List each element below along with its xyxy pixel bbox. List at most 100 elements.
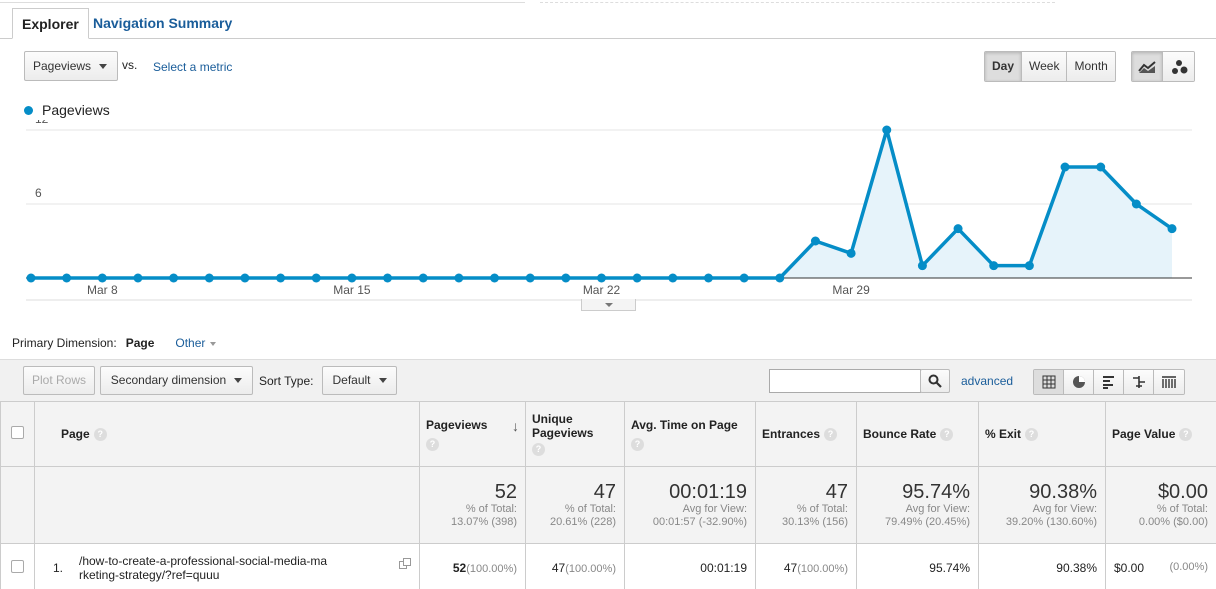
col-exit[interactable]: % Exit?: [978, 401, 1106, 467]
primary-dimension-other[interactable]: Other: [175, 336, 217, 350]
total-caption: % of Total:: [1156, 503, 1208, 515]
week-button[interactable]: Week: [1022, 52, 1068, 81]
primary-dimension-page[interactable]: Page: [125, 336, 155, 350]
secondary-dimension-label: Secondary dimension: [110, 373, 227, 387]
metric-dropdown[interactable]: Pageviews: [24, 51, 118, 81]
data-point: [1060, 162, 1070, 172]
table-row: 1. /how-to-create-a-professional-social-…: [0, 543, 1216, 589]
bubble-chart-icon: [1171, 59, 1187, 74]
day-button[interactable]: Day: [985, 52, 1023, 81]
month-button[interactable]: Month: [1067, 52, 1115, 81]
row-unique-pageviews-pct: (100.00%): [565, 562, 616, 575]
help-icon[interactable]: ?: [824, 428, 838, 442]
col-entrances[interactable]: Entrances?: [755, 401, 857, 467]
data-point: [810, 236, 820, 246]
help-icon[interactable]: ?: [940, 428, 954, 442]
line-chart-button[interactable]: [1132, 52, 1163, 81]
external-link-icon[interactable]: [399, 558, 411, 569]
col-page-value-label: Page Value: [1112, 426, 1176, 441]
motion-chart-button[interactable]: [1163, 52, 1194, 81]
pivot-view-button[interactable]: [1154, 370, 1184, 394]
primary-dimension-bar: Primary Dimension: Page Other: [12, 336, 217, 350]
total-value: 47: [825, 481, 848, 503]
tab-explorer[interactable]: Explorer: [12, 8, 89, 39]
report-table: Page? ↓ Pageviews? Unique Pageviews? Avg.…: [0, 401, 1216, 589]
search-button[interactable]: [920, 369, 950, 393]
chevron-down-icon: [99, 64, 108, 70]
select-metric-link[interactable]: Select a metric: [153, 60, 233, 74]
help-icon[interactable]: ?: [631, 437, 644, 451]
col-page[interactable]: Page?: [34, 401, 420, 467]
data-point: [668, 273, 678, 283]
row-page-value: $0.00 (0.00%): [1105, 543, 1216, 589]
advanced-filter-link[interactable]: advanced: [961, 374, 1014, 388]
sort-type-dropdown[interactable]: Default: [322, 366, 397, 395]
row-checkbox[interactable]: [11, 559, 24, 573]
data-point: [133, 273, 143, 283]
chevron-down-icon: [210, 341, 217, 346]
data-point: [525, 273, 535, 283]
page-path-link[interactable]: /how-to-create-a-professional-social-med…: [69, 554, 399, 582]
col-pageviews[interactable]: ↓ Pageviews?: [419, 401, 526, 467]
chevron-down-icon: [378, 378, 387, 384]
series-area: [31, 130, 1172, 278]
row-pageviews-pct: (100.00%): [466, 562, 517, 575]
total-bounce-rate: 95.74% Avg for View: 79.49% (20.45%): [856, 466, 979, 544]
total-pageviews: 52% of Total: 13.07% (398): [419, 466, 526, 544]
data-view-button[interactable]: [1034, 370, 1064, 394]
data-point: [490, 273, 500, 283]
help-icon[interactable]: ?: [93, 428, 107, 442]
row-bounce-rate: 95.74%: [856, 543, 979, 589]
select-all-checkbox[interactable]: [11, 426, 24, 439]
data-point: [775, 273, 785, 283]
comparison-view-button[interactable]: [1124, 370, 1154, 394]
total-page-value: $0.00% of Total: 0.00% ($0.00): [1105, 466, 1216, 544]
table-search-input[interactable]: [769, 369, 921, 393]
data-point: [204, 273, 214, 283]
totals-page-cell: [34, 466, 420, 544]
total-value: 47: [593, 481, 616, 503]
data-point: [632, 273, 642, 283]
total-value: $0.00: [1157, 481, 1208, 503]
total-caption: % of Total:: [796, 503, 848, 515]
col-bounce-rate[interactable]: Bounce Rate?: [856, 401, 979, 467]
row-index: 1.: [53, 560, 64, 575]
row-exit: 90.38%: [978, 543, 1106, 589]
data-point: [276, 273, 286, 283]
help-icon[interactable]: ?: [532, 442, 545, 456]
pageviews-chart: 12 6 Mar 8 Mar 15 Mar 22 Mar 29: [26, 120, 1192, 301]
chart-type-selector: [1131, 51, 1195, 82]
help-icon[interactable]: ?: [1025, 428, 1039, 442]
vs-label: vs.: [122, 58, 138, 72]
col-avg-time-label: Avg. Time on Page: [631, 417, 738, 432]
data-point: [1167, 224, 1177, 234]
total-exit: 90.38% Avg for View: 39.20% (130.60%): [978, 466, 1106, 544]
line-chart-icon: [1138, 60, 1156, 73]
col-page-value[interactable]: Page Value?: [1105, 401, 1216, 467]
percentage-view-button[interactable]: [1064, 370, 1094, 394]
totals-empty-cell: [0, 466, 35, 544]
help-icon[interactable]: ?: [426, 437, 439, 451]
bar-list-icon: [1102, 376, 1114, 389]
col-unique-pageviews[interactable]: Unique Pageviews?: [525, 401, 625, 467]
table-toolbar: Plot Rows Secondary dimension Sort Type:…: [0, 359, 1216, 401]
total-detail: 00:01:57 (-32.90%): [652, 516, 747, 528]
help-icon[interactable]: ?: [1179, 428, 1193, 442]
data-point: [347, 273, 357, 283]
tab-navigation-summary[interactable]: Navigation Summary: [93, 15, 233, 31]
pie-chart-icon: [1072, 376, 1085, 388]
secondary-dimension-dropdown[interactable]: Secondary dimension: [100, 366, 253, 395]
sort-descending-icon: ↓: [512, 417, 519, 434]
collapse-chart-handle[interactable]: [581, 299, 636, 311]
metric-dropdown-value: Pageviews: [33, 59, 92, 73]
col-avg-time[interactable]: Avg. Time on Page?: [624, 401, 756, 467]
plot-rows-button[interactable]: Plot Rows: [23, 366, 95, 395]
data-point: [311, 273, 321, 283]
data-point: [989, 261, 999, 271]
x-tick-label: Mar 29: [832, 283, 870, 297]
col-exit-label: % Exit: [985, 426, 1022, 441]
total-caption: Avg for View:: [905, 503, 970, 515]
total-value: 52: [494, 481, 517, 503]
performance-view-button[interactable]: [1094, 370, 1124, 394]
table-header-row: Page? ↓ Pageviews? Unique Pageviews? Avg.…: [0, 401, 1216, 467]
